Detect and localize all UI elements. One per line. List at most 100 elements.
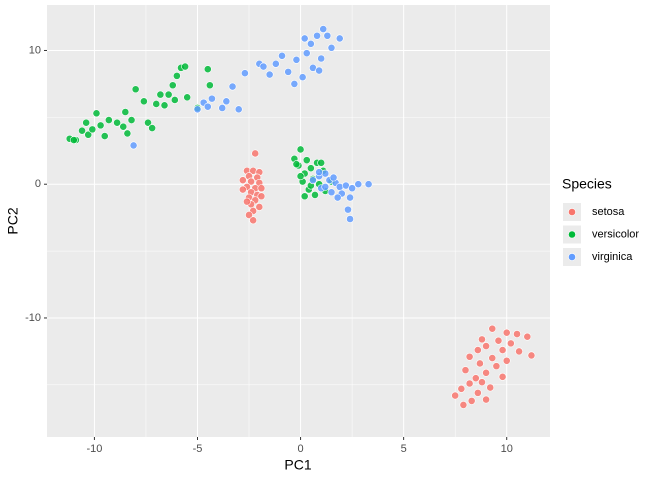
point xyxy=(129,141,138,150)
point xyxy=(302,49,311,58)
point xyxy=(467,396,476,405)
point xyxy=(300,192,309,201)
legend-label: versicolor xyxy=(592,228,639,240)
point xyxy=(257,184,266,193)
point xyxy=(104,116,113,124)
point xyxy=(148,124,157,132)
point xyxy=(296,172,305,181)
point xyxy=(323,31,332,40)
x-tick-label: 0 xyxy=(297,443,303,455)
point xyxy=(298,73,307,82)
point xyxy=(306,164,315,173)
panel xyxy=(47,5,550,437)
point xyxy=(506,339,515,348)
point xyxy=(131,85,140,94)
point xyxy=(123,129,132,138)
point xyxy=(317,54,326,63)
point xyxy=(238,185,247,194)
point xyxy=(488,354,497,362)
point xyxy=(300,34,309,43)
point xyxy=(78,126,86,135)
point xyxy=(238,176,247,185)
point xyxy=(471,374,480,383)
point xyxy=(482,368,490,377)
point xyxy=(354,180,363,189)
point xyxy=(364,180,373,189)
point xyxy=(346,193,354,202)
point xyxy=(228,82,237,91)
legend-swatch xyxy=(568,253,576,261)
point xyxy=(284,67,293,76)
point xyxy=(121,108,130,116)
x-tick-label: -5 xyxy=(193,443,203,455)
point xyxy=(168,81,177,90)
point xyxy=(482,395,490,404)
legend-title: Species xyxy=(562,176,612,192)
point xyxy=(181,62,190,71)
point xyxy=(119,122,128,131)
point xyxy=(502,356,511,365)
point xyxy=(515,347,523,356)
point xyxy=(465,379,474,388)
point xyxy=(241,69,249,78)
point xyxy=(193,105,202,114)
point xyxy=(327,188,336,197)
point xyxy=(313,31,321,40)
x-tick-label: -10 xyxy=(86,443,102,455)
point xyxy=(292,55,301,64)
point xyxy=(100,132,109,140)
point xyxy=(498,372,507,381)
point xyxy=(247,177,255,186)
point xyxy=(478,335,486,344)
point xyxy=(461,366,470,375)
point xyxy=(315,168,324,177)
point xyxy=(113,118,121,127)
point xyxy=(465,352,474,361)
x-axis-title: PC1 xyxy=(284,457,311,473)
point xyxy=(172,71,181,80)
point xyxy=(457,384,466,393)
point xyxy=(296,145,305,154)
point xyxy=(170,96,179,104)
y-tick-label: 0 xyxy=(35,178,41,190)
point xyxy=(82,118,91,127)
legend-swatch xyxy=(568,208,576,216)
point xyxy=(292,160,301,169)
point xyxy=(459,401,468,409)
point xyxy=(498,346,507,354)
point xyxy=(527,351,536,360)
point xyxy=(482,342,490,350)
legend-label: virginica xyxy=(592,251,633,263)
point xyxy=(319,25,328,33)
point xyxy=(315,66,324,75)
point xyxy=(473,388,482,397)
point xyxy=(513,330,521,338)
point xyxy=(327,43,336,52)
point xyxy=(476,359,484,368)
x-tick-label: 5 xyxy=(401,443,407,455)
point xyxy=(278,51,286,60)
point xyxy=(309,176,317,185)
point xyxy=(164,90,173,99)
point xyxy=(245,211,253,219)
point xyxy=(183,93,192,102)
point xyxy=(311,191,319,199)
point xyxy=(321,182,330,191)
point xyxy=(156,90,165,99)
point xyxy=(160,101,169,110)
point xyxy=(486,383,495,392)
legend-label: setosa xyxy=(592,206,625,218)
point xyxy=(84,130,93,139)
point xyxy=(203,102,212,111)
point xyxy=(344,205,352,214)
point xyxy=(502,328,511,337)
point xyxy=(302,156,311,165)
point xyxy=(127,116,136,124)
point xyxy=(96,121,105,130)
point xyxy=(92,109,101,118)
point xyxy=(492,362,501,371)
point xyxy=(523,332,532,341)
point xyxy=(488,324,497,333)
point xyxy=(139,97,148,106)
